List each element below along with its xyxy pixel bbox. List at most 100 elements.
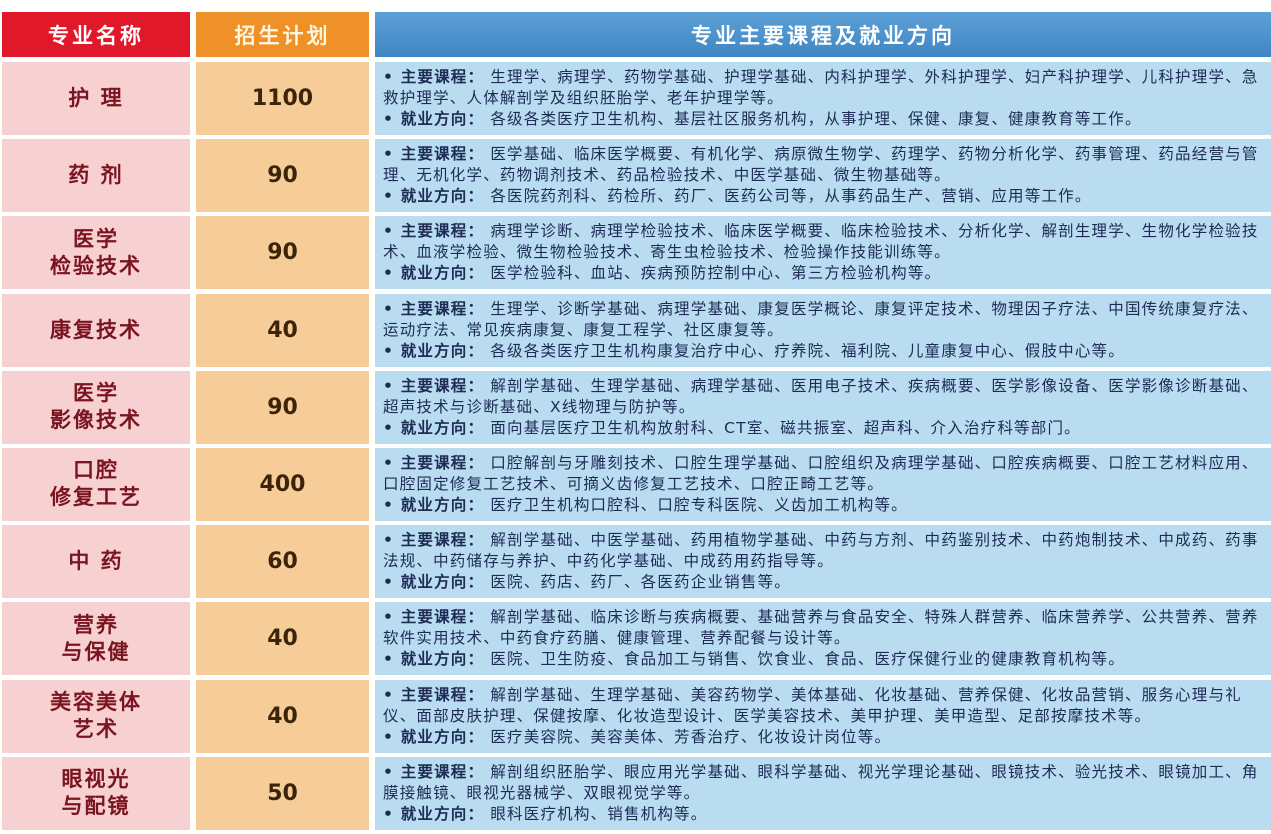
courses-label: • 主要课程： — [383, 531, 485, 550]
courses-text: 解剖学基础、临床诊断与疾病概要、基础营养与食品安全、特殊人群营养、临床营养学、公… — [383, 608, 1259, 648]
courses-line: • 主要课程： 生理学、病理学、药物学基础、护理学基础、内科护理学、外科护理学、… — [383, 67, 1263, 109]
enrollment-plan: 60 — [196, 525, 369, 599]
enrollment-plan: 50 — [196, 756, 369, 830]
table-row: 医学 检验技术 90 • 主要课程： 病理学诊断、病理学检验技术、临床医学概要、… — [0, 216, 1271, 290]
major-description: • 主要课程： 口腔解剖与牙雕刻技术、口腔生理学基础、口腔组织及病理学基础、口腔… — [375, 447, 1271, 521]
major-name: 医学 检验技术 — [2, 216, 190, 290]
courses-line: • 主要课程： 解剖学基础、生理学基础、病理学基础、医用电子技术、疾病概要、医学… — [383, 376, 1263, 418]
major-description: • 主要课程： 解剖学基础、生理学基础、病理学基础、医用电子技术、疾病概要、医学… — [375, 370, 1271, 444]
enrollment-plan: 1100 — [196, 62, 369, 135]
courses-text: 解剖学基础、生理学基础、美容药物学、美体基础、化妆基础、营养保健、化妆品营销、服… — [383, 685, 1242, 725]
courses-text: 解剖学基础、生理学基础、病理学基础、医用电子技术、疾病概要、医学影像设备、医学影… — [383, 376, 1259, 416]
courses-line: • 主要课程： 解剖学基础、生理学基础、美容药物学、美体基础、化妆基础、营养保健… — [383, 685, 1263, 727]
header-enrollment-plan: 招生计划 — [196, 12, 369, 57]
career-line: • 就业方向： 医院、卫生防疫、食品加工与销售、饮食业、食品、医疗保健行业的健康… — [383, 649, 1263, 670]
major-name: 中 药 — [2, 525, 190, 599]
major-name: 美容美体 艺术 — [2, 679, 190, 753]
career-text: 各级各类医疗卫生机构康复治疗中心、疗养院、福利院、儿童康复中心、假肢中心等。 — [490, 341, 1125, 360]
career-label: • 就业方向： — [383, 187, 485, 206]
courses-label: • 主要课程： — [383, 608, 485, 627]
career-label: • 就业方向： — [383, 650, 485, 669]
career-line: • 就业方向： 面向基层医疗卫生机构放射科、CT室、磁共振室、超声科、介入治疗科… — [383, 418, 1263, 439]
career-text: 医院、卫生防疫、食品加工与销售、饮食业、食品、医疗保健行业的健康教育机构等。 — [490, 650, 1125, 669]
career-line: • 就业方向： 医疗卫生机构口腔科、口腔专科医院、义齿加工机构等。 — [383, 495, 1263, 516]
courses-line: • 主要课程： 解剖学基础、中医学基础、药用植物学基础、中药与方剂、中药鉴别技术… — [383, 530, 1263, 572]
career-label: • 就业方向： — [383, 727, 485, 746]
major-name: 营养 与保健 — [2, 602, 190, 676]
career-text: 眼科医疗机构、销售机构等。 — [490, 804, 708, 823]
enrollment-plan: 40 — [196, 293, 369, 367]
major-description: • 主要课程： 生理学、诊断学基础、病理学基础、康复医学概论、康复评定技术、物理… — [375, 293, 1271, 367]
table-row: 护 理 1100 • 主要课程： 生理学、病理学、药物学基础、护理学基础、内科护… — [0, 62, 1271, 135]
table-row: 口腔 修复工艺 400 • 主要课程： 口腔解剖与牙雕刻技术、口腔生理学基础、口… — [0, 447, 1271, 521]
career-label: • 就业方向： — [383, 804, 485, 823]
courses-label: • 主要课程： — [383, 762, 485, 781]
career-label: • 就业方向： — [383, 573, 485, 592]
career-line: • 就业方向： 医疗美容院、美容美体、芳香治疗、化妆设计岗位等。 — [383, 727, 1263, 748]
enrollment-plan: 400 — [196, 447, 369, 521]
career-text: 医疗美容院、美容美体、芳香治疗、化妆设计岗位等。 — [490, 727, 892, 746]
enrollment-plan: 40 — [196, 602, 369, 676]
career-line: • 就业方向： 医学检验科、血站、疾病预防控制中心、第三方检验机构等。 — [383, 263, 1263, 284]
courses-text: 解剖组织胚胎学、眼应用光学基础、眼科学基础、视光学理论基础、眼镜技术、验光技术、… — [383, 762, 1259, 802]
career-line: • 就业方向： 各医院药剂科、药检所、药厂、医药公司等，从事药品生产、营销、应用… — [383, 186, 1263, 207]
major-name: 康复技术 — [2, 293, 190, 367]
major-name: 眼视光 与配镜 — [2, 756, 190, 830]
major-description: • 主要课程： 解剖学基础、生理学基础、美容药物学、美体基础、化妆基础、营养保健… — [375, 679, 1271, 753]
major-name: 口腔 修复工艺 — [2, 447, 190, 521]
enrollment-plan: 90 — [196, 216, 369, 290]
major-description: • 主要课程： 生理学、病理学、药物学基础、护理学基础、内科护理学、外科护理学、… — [375, 62, 1271, 135]
career-line: • 就业方向： 眼科医疗机构、销售机构等。 — [383, 804, 1263, 825]
enrollment-plan: 90 — [196, 370, 369, 444]
courses-label: • 主要课程： — [383, 376, 485, 395]
major-name: 医学 影像技术 — [2, 370, 190, 444]
major-description: • 主要课程： 解剖学基础、中医学基础、药用植物学基础、中药与方剂、中药鉴别技术… — [375, 525, 1271, 599]
career-label: • 就业方向： — [383, 418, 485, 437]
header-courses-careers: 专业主要课程及就业方向 — [375, 12, 1271, 57]
table-row: 营养 与保健 40 • 主要课程： 解剖学基础、临床诊断与疾病概要、基础营养与食… — [0, 602, 1271, 676]
career-text: 各级各类医疗卫生机构、基层社区服务机构，从事护理、保健、康复、健康教育等工作。 — [490, 110, 1142, 128]
career-label: • 就业方向： — [383, 495, 485, 514]
courses-label: • 主要课程： — [383, 453, 485, 472]
career-label: • 就业方向： — [383, 264, 485, 283]
courses-label: • 主要课程： — [383, 68, 485, 86]
major-name: 药 剂 — [2, 139, 190, 213]
table-row: 药 剂 90 • 主要课程： 医学基础、临床医学概要、有机化学、病原微生物学、药… — [0, 139, 1271, 213]
header-major-name: 专业名称 — [2, 12, 190, 57]
courses-label: • 主要课程： — [383, 685, 485, 704]
major-description: • 主要课程： 医学基础、临床医学概要、有机化学、病原微生物学、药理学、药物分析… — [375, 139, 1271, 213]
major-description: • 主要课程： 病理学诊断、病理学检验技术、临床医学概要、临床检验技术、分析化学… — [375, 216, 1271, 290]
table-row: 中 药 60 • 主要课程： 解剖学基础、中医学基础、药用植物学基础、中药与方剂… — [0, 525, 1271, 599]
career-text: 面向基层医疗卫生机构放射科、CT室、磁共振室、超声科、介入治疗科等部门。 — [490, 418, 1081, 437]
courses-text: 病理学诊断、病理学检验技术、临床医学概要、临床检验技术、分析化学、解剖生理学、生… — [383, 222, 1259, 262]
career-label: • 就业方向： — [383, 341, 485, 360]
career-text: 各医院药剂科、药检所、药厂、医药公司等，从事药品生产、营销、应用等工作。 — [490, 187, 1092, 206]
table-row: 眼视光 与配镜 50 • 主要课程： 解剖组织胚胎学、眼应用光学基础、眼科学基础… — [0, 756, 1271, 830]
courses-label: • 主要课程： — [383, 299, 485, 318]
table-row: 美容美体 艺术 40 • 主要课程： 解剖学基础、生理学基础、美容药物学、美体基… — [0, 679, 1271, 753]
career-text: 医学检验科、血站、疾病预防控制中心、第三方检验机构等。 — [490, 264, 942, 283]
career-line: • 就业方向： 各级各类医疗卫生机构康复治疗中心、疗养院、福利院、儿童康复中心、… — [383, 341, 1263, 362]
career-text: 医院、药店、药厂、各医药企业销售等。 — [490, 573, 791, 592]
enrollment-plan: 90 — [196, 139, 369, 213]
courses-label: • 主要课程： — [383, 145, 485, 164]
courses-line: • 主要课程： 解剖组织胚胎学、眼应用光学基础、眼科学基础、视光学理论基础、眼镜… — [383, 762, 1263, 804]
courses-text: 口腔解剖与牙雕刻技术、口腔生理学基础、口腔组织及病理学基础、口腔疾病概要、口腔工… — [383, 453, 1259, 493]
table-row: 康复技术 40 • 主要课程： 生理学、诊断学基础、病理学基础、康复医学概论、康… — [0, 293, 1271, 367]
career-text: 医疗卫生机构口腔科、口腔专科医院、义齿加工机构等。 — [490, 495, 908, 514]
major-description: • 主要课程： 解剖组织胚胎学、眼应用光学基础、眼科学基础、视光学理论基础、眼镜… — [375, 756, 1271, 830]
table-row: 医学 影像技术 90 • 主要课程： 解剖学基础、生理学基础、病理学基础、医用电… — [0, 370, 1271, 444]
courses-line: • 主要课程： 病理学诊断、病理学检验技术、临床医学概要、临床检验技术、分析化学… — [383, 221, 1263, 263]
enrollment-plan: 40 — [196, 679, 369, 753]
courses-text: 生理学、病理学、药物学基础、护理学基础、内科护理学、外科护理学、妇产科护理学、儿… — [383, 68, 1259, 107]
courses-line: • 主要课程： 口腔解剖与牙雕刻技术、口腔生理学基础、口腔组织及病理学基础、口腔… — [383, 453, 1263, 495]
career-line: • 就业方向： 医院、药店、药厂、各医药企业销售等。 — [383, 572, 1263, 593]
career-line: • 就业方向： 各级各类医疗卫生机构、基层社区服务机构，从事护理、保健、康复、健… — [383, 109, 1263, 130]
courses-line: • 主要课程： 解剖学基础、临床诊断与疾病概要、基础营养与食品安全、特殊人群营养… — [383, 607, 1263, 649]
major-name: 护 理 — [2, 62, 190, 135]
courses-text: 解剖学基础、中医学基础、药用植物学基础、中药与方剂、中药鉴别技术、中药炮制技术、… — [383, 531, 1259, 571]
majors-table: 护 理 1100 • 主要课程： 生理学、病理学、药物学基础、护理学基础、内科护… — [0, 62, 1271, 834]
courses-label: • 主要课程： — [383, 222, 485, 241]
courses-text: 生理学、诊断学基础、病理学基础、康复医学概论、康复评定技术、物理因子疗法、中国传… — [383, 299, 1259, 339]
courses-line: • 主要课程： 生理学、诊断学基础、病理学基础、康复医学概论、康复评定技术、物理… — [383, 299, 1263, 341]
